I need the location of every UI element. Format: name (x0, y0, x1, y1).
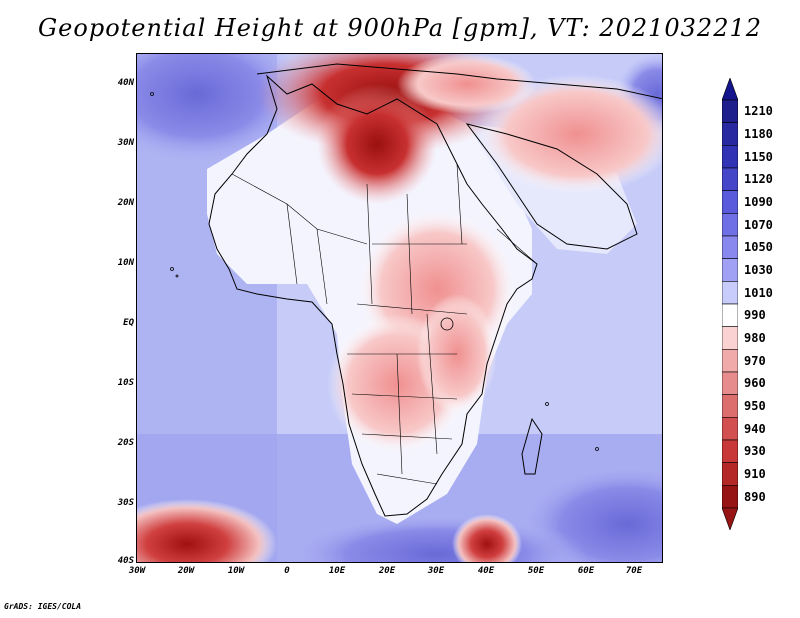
lon-label-10w: 10W (227, 566, 245, 576)
colorbar (722, 78, 738, 530)
colorbar-segment (722, 258, 738, 282)
lon-label-30e: 30E (427, 566, 445, 576)
grads-credit: GrADS: IGES/COLA (4, 602, 82, 611)
colorbar-label: 940 (744, 421, 766, 436)
colorbar-segment (722, 213, 738, 237)
lat-label-10s: 10S (117, 378, 134, 388)
colorbar-label: 1010 (744, 285, 773, 300)
colorbar-label: 1180 (744, 127, 773, 141)
lon-label-40e: 40E (477, 566, 495, 576)
lat-label-30s: 30S (117, 498, 134, 508)
lon-label-30w: 30W (128, 566, 146, 576)
colorbar-segment (722, 235, 738, 259)
colorbar-segment (722, 145, 738, 169)
colorbar-label: 1090 (744, 195, 773, 209)
lon-label-10e: 10E (328, 566, 346, 576)
colorbar-label: 970 (744, 353, 766, 368)
colorbar-top-arrow (722, 78, 738, 101)
colorbar-label: 1030 (744, 263, 773, 277)
lat-label-20n: 20N (117, 198, 134, 208)
lon-label-20e: 20E (378, 566, 396, 576)
colorbar-segment (722, 167, 738, 191)
lat-label-eq: EQ (123, 318, 134, 328)
colorbar-segment (722, 326, 738, 350)
colorbar-segment (722, 371, 738, 395)
colorbar-label: 890 (744, 489, 766, 504)
colorbar-segment (722, 303, 738, 327)
colorbar-segment (722, 281, 738, 305)
map-field (137, 54, 662, 562)
lat-label-40s: 40S (117, 556, 134, 566)
colorbar-label: 990 (744, 308, 766, 323)
colorbar-label: 1050 (744, 240, 773, 255)
colorbar-label: 1120 (744, 172, 773, 187)
colorbar-label: 980 (744, 331, 766, 345)
colorbar-bottom-arrow (722, 507, 738, 530)
lon-label-60e: 60E (577, 566, 595, 576)
colorbar-segment (722, 462, 738, 486)
colorbar-label: 930 (744, 444, 766, 459)
colorbar-label: 1150 (744, 149, 773, 164)
map-panel (136, 53, 663, 563)
lat-label-40n: 40N (117, 78, 134, 88)
colorbar-segment (722, 122, 738, 146)
lon-label-20w: 20W (177, 566, 195, 576)
lat-label-20s: 20S (117, 438, 134, 448)
colorbar-segment (722, 349, 738, 373)
colorbar-segment (722, 485, 738, 509)
lon-label-50e: 50E (527, 566, 545, 576)
colorbar-label: 910 (744, 467, 766, 481)
colorbar-segment (722, 439, 738, 463)
lon-label-0: 0 (284, 566, 290, 576)
lon-label-70e: 70E (625, 566, 643, 576)
colorbar-label: 960 (744, 376, 766, 391)
colorbar-label: 950 (744, 399, 766, 413)
chart-title: Geopotential Height at 900hPa [gpm], VT:… (38, 14, 762, 42)
colorbar-segment (722, 190, 738, 214)
colorbar-label: 1210 (744, 104, 773, 119)
colorbar-segment (722, 394, 738, 418)
colorbar-segment (722, 417, 738, 441)
lat-label-30n: 30N (117, 138, 134, 148)
lat-label-10n: 10N (117, 258, 134, 268)
colorbar-segment (722, 99, 738, 123)
colorbar-label: 1070 (744, 217, 773, 232)
